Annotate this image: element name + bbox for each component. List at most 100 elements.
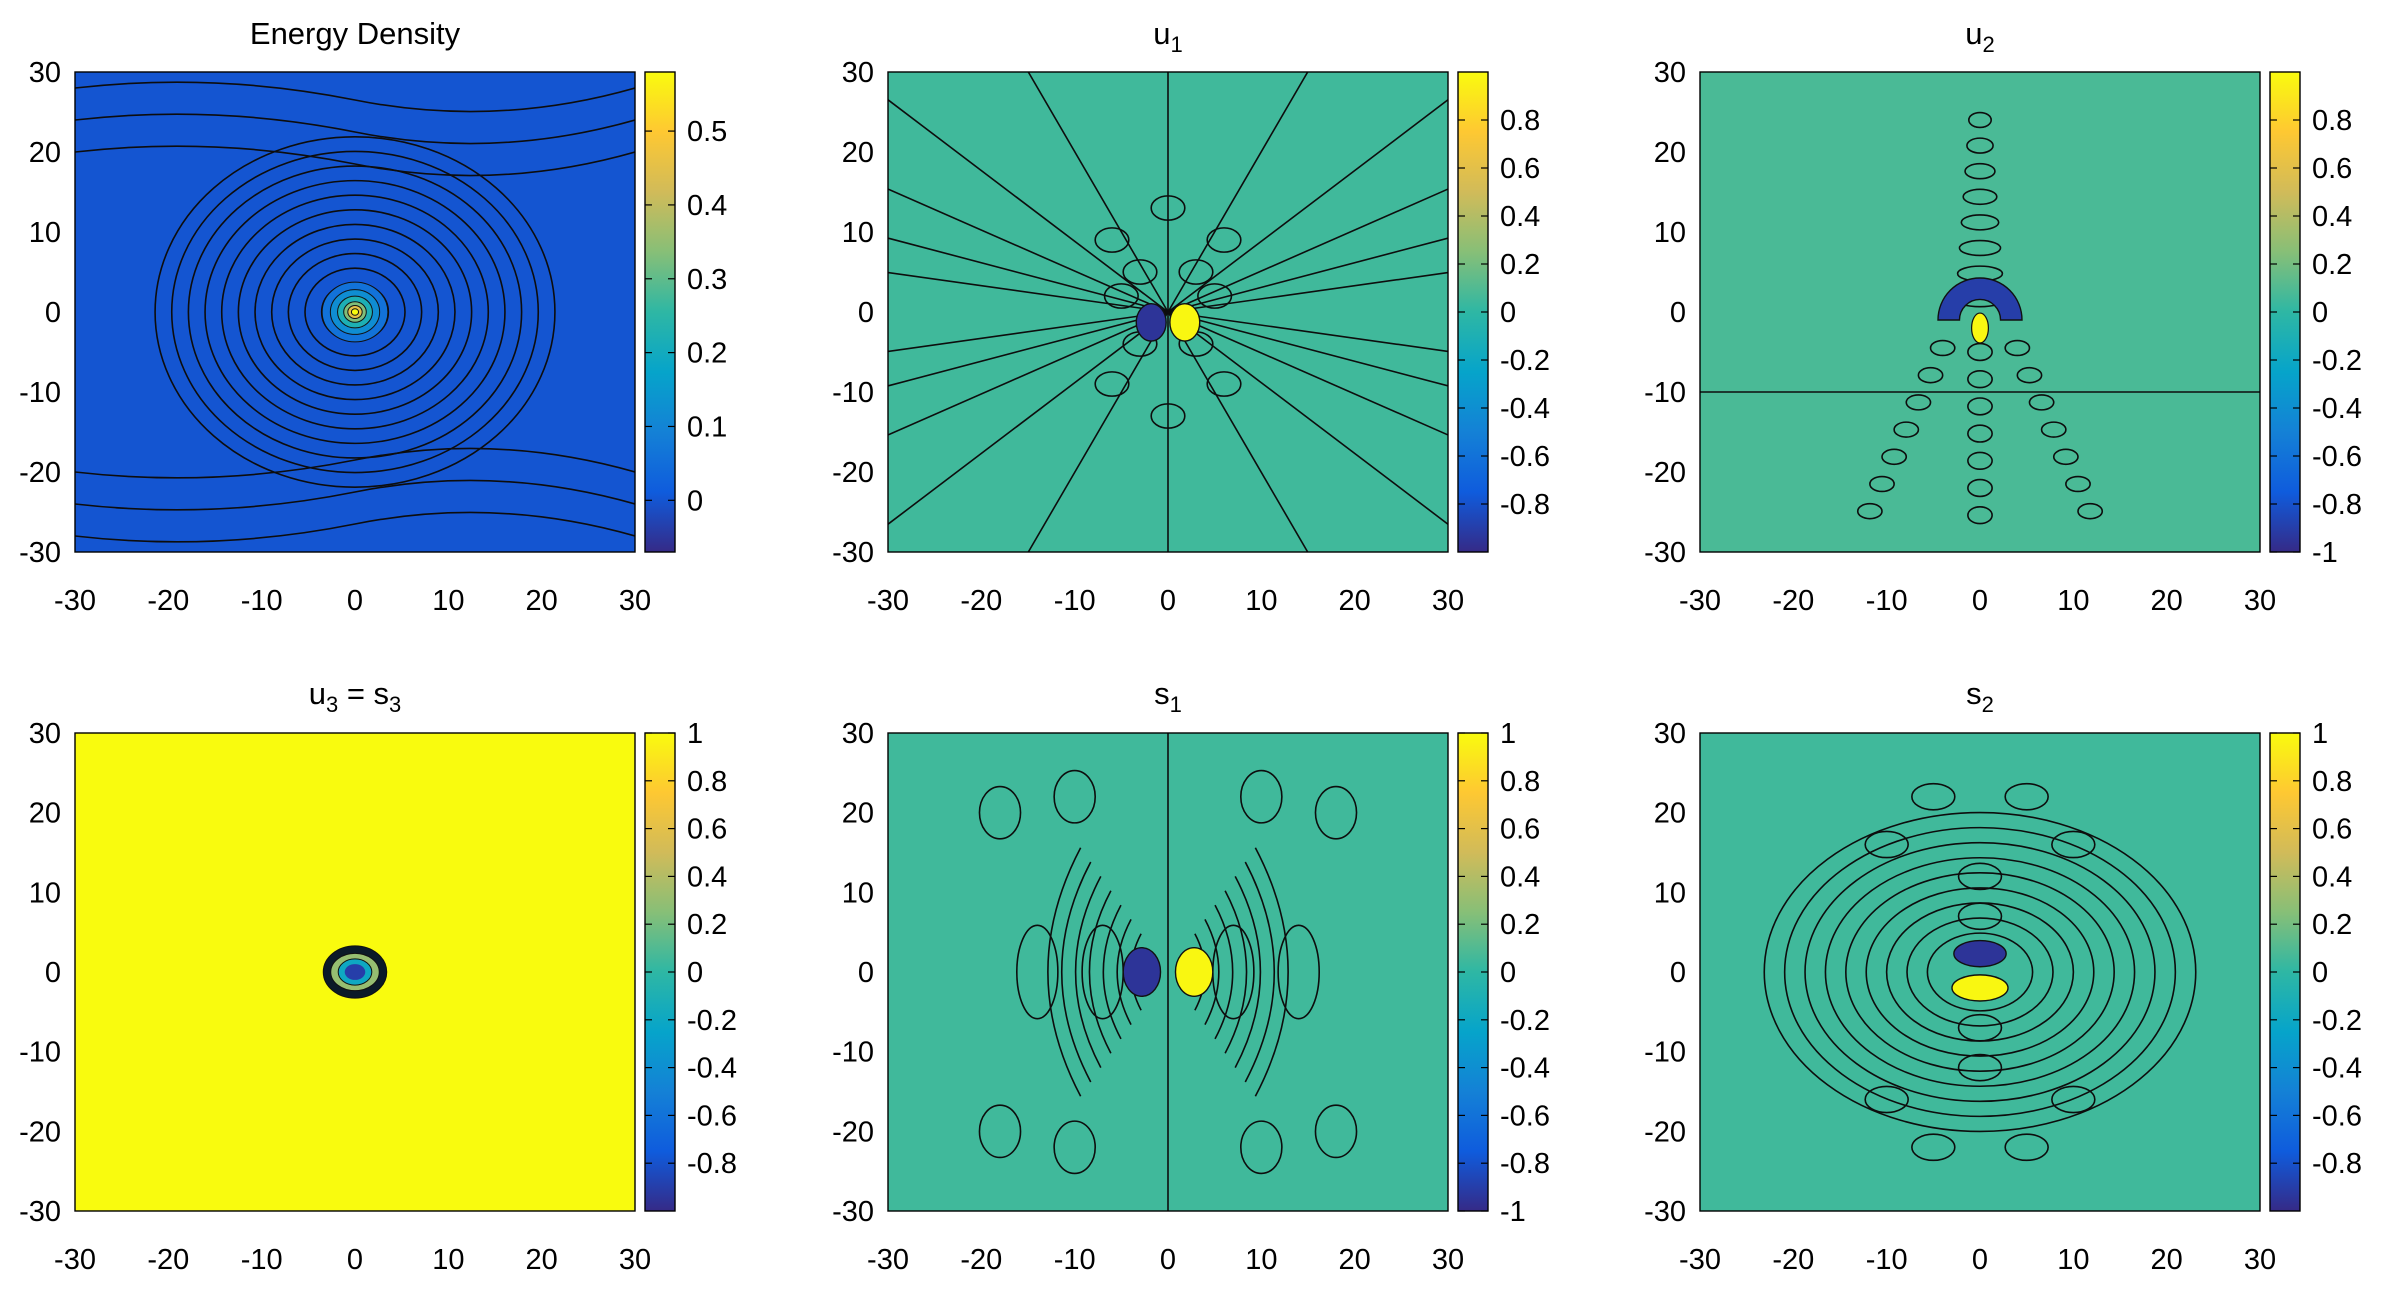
y-tick-label: 30	[1654, 57, 1686, 89]
colorbar-tick-label: -0.4	[2312, 1053, 2362, 1085]
colorbar-tick-label: -0.4	[1500, 1053, 1550, 1085]
panel-title: u2	[1965, 16, 1995, 57]
panel-title: s1	[1154, 676, 1182, 717]
colorbar-tick-label: 0.4	[2312, 861, 2352, 893]
colorbar-tick-label: -0.2	[1500, 345, 1550, 377]
contour-line	[1254, 847, 1289, 1097]
y-tick-label: 10	[1654, 877, 1686, 909]
field-blob	[1911, 1133, 1956, 1162]
x-tick-label: 20	[526, 585, 558, 617]
x-tick-label: 30	[2244, 585, 2276, 617]
contour-line	[270, 238, 440, 386]
colorbar-tick-label: 0.2	[1500, 909, 1540, 941]
y-tick-label: -20	[1644, 457, 1686, 489]
contour-line	[287, 252, 423, 372]
field-blob	[1122, 259, 1158, 285]
x-tick-label: -30	[1679, 585, 1721, 617]
field-blob	[1314, 785, 1358, 840]
field-blob	[1958, 239, 2002, 257]
colorbar-tick-label: -0.2	[2312, 345, 2362, 377]
y-tick-label: 20	[29, 137, 61, 169]
y-tick-label: -10	[832, 377, 874, 409]
x-tick-label: -10	[1054, 585, 1096, 617]
colorbar-tick-label: 0	[1500, 957, 1516, 989]
y-tick-label: 20	[842, 798, 874, 830]
x-tick-label: -10	[1054, 1244, 1096, 1276]
contour-line	[187, 165, 523, 459]
contour-line	[75, 81, 635, 113]
contour-line	[1824, 856, 2136, 1088]
colorbar-tick-label: 0.4	[1500, 201, 1540, 233]
field-blob	[1905, 394, 1932, 411]
colorbar-tick-label: 0.2	[2312, 909, 2352, 941]
contour-line	[1167, 237, 1448, 313]
plot-frame	[1699, 71, 2261, 553]
contour-line	[75, 145, 635, 177]
y-tick-label: 0	[1670, 297, 1686, 329]
y-tick-label: 20	[29, 798, 61, 830]
positive-lobe	[1970, 312, 1989, 344]
heatmap-field	[1763, 782, 2197, 1162]
field-blob	[1869, 475, 1895, 493]
contour-line	[1167, 311, 1309, 552]
colorbar-tick-label: -0.6	[1500, 441, 1550, 473]
field-blob	[1240, 1120, 1283, 1175]
x-tick-label: -20	[960, 585, 1002, 617]
y-tick-label: -30	[1644, 537, 1686, 569]
plot-frame	[74, 732, 636, 1212]
panel-1: Energy Density -30 -20 -10 0 10 20 30 -30 -20 -10 0…	[19, 16, 727, 617]
colorbar-tick-label: 0.8	[1500, 766, 1540, 798]
field-blob	[1929, 339, 1956, 357]
colorbar-tick-label: 0.5	[687, 116, 727, 148]
field-blob	[1911, 782, 1956, 811]
contour-line	[1167, 99, 1448, 313]
x-tick-label: 30	[2244, 1244, 2276, 1276]
contour-line	[304, 267, 406, 357]
y-tick-label: -20	[832, 1116, 874, 1148]
colorbar-tick-label: 0.4	[687, 861, 727, 893]
contour-line	[1074, 876, 1102, 1068]
contour-line	[237, 209, 473, 415]
contour-line	[75, 113, 635, 145]
negative-lobe	[1135, 303, 1167, 342]
colorbar	[645, 72, 675, 552]
colorbar-tick-label: 0	[687, 485, 703, 517]
colorbar-tick-label: 0.3	[687, 264, 727, 296]
contour-line	[888, 271, 1169, 313]
field-blob	[1881, 448, 1908, 466]
y-tick-label: 0	[1670, 957, 1686, 989]
contour-line	[220, 194, 490, 430]
field-blob	[2051, 830, 2096, 859]
colorbar-tick-label: -0.2	[1500, 1005, 1550, 1037]
x-tick-label: 20	[2151, 1244, 2183, 1276]
panel-title: u3 = s3	[309, 676, 402, 717]
contour-line	[888, 311, 1169, 353]
y-tick-label: 30	[29, 57, 61, 89]
field-blob	[1864, 1085, 1909, 1114]
y-tick-label: 30	[29, 718, 61, 750]
colorbar-tick-label: -0.6	[687, 1100, 737, 1132]
field-blob	[2004, 339, 2031, 357]
field-blob	[1016, 924, 1059, 1020]
field-blob	[2016, 366, 2043, 384]
field-blob	[1197, 283, 1233, 309]
panel-3: u2 -30 -20 -10 0 10 20 30 -30 -20 -10 0 10 20 30 -1 -0.8…	[1644, 16, 2362, 617]
y-tick-label: 0	[858, 297, 874, 329]
colorbar-tick-label: 0.2	[687, 338, 727, 370]
colorbar-tick-label: 0.2	[687, 909, 727, 941]
field-blob	[1178, 259, 1214, 285]
colorbar-tick-label: 0.8	[1500, 105, 1540, 137]
contour-line	[888, 311, 1169, 436]
core-center	[344, 964, 366, 980]
field-blob	[2065, 475, 2091, 493]
y-tick-label: 20	[1654, 137, 1686, 169]
field-blob	[1962, 188, 1998, 206]
contour-line	[1926, 932, 2034, 1012]
colorbar-tick-label: -0.2	[2312, 1005, 2362, 1037]
colorbar-tick-label: -0.6	[2312, 441, 2362, 473]
field-blob	[1967, 424, 1993, 443]
contour-line	[1224, 890, 1248, 1054]
field-blob	[1967, 370, 1993, 389]
y-tick-label: -10	[1644, 377, 1686, 409]
contour-line	[1102, 904, 1122, 1040]
